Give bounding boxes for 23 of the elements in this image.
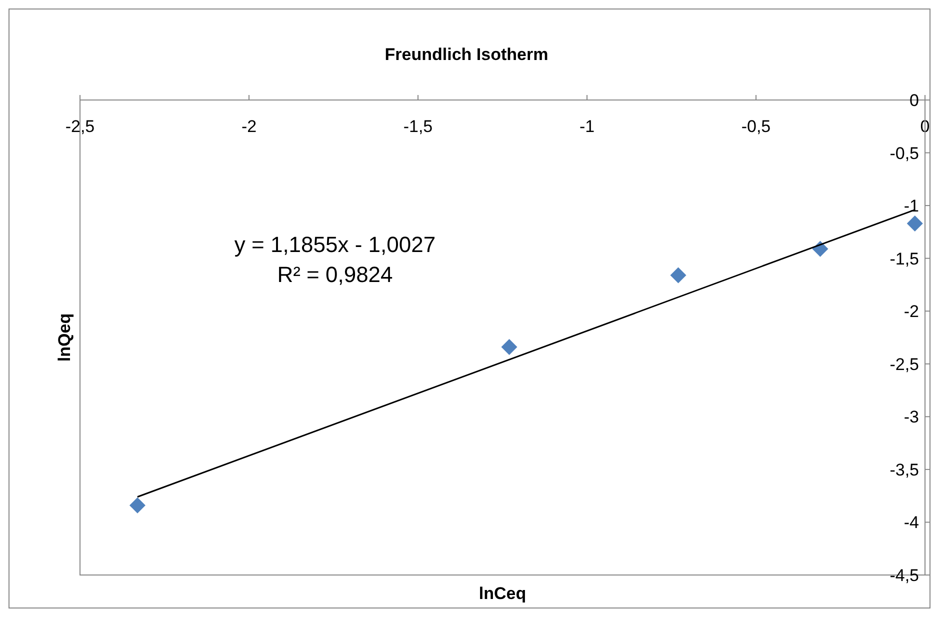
y-tick-label: -3 bbox=[904, 408, 919, 427]
y-axis-title: lnQeq bbox=[55, 313, 74, 362]
y-tick-label: -4 bbox=[904, 513, 919, 532]
annotation: R² = 0,9824 bbox=[277, 262, 393, 287]
annotation: y = 1,1855x - 1,0027 bbox=[234, 232, 436, 257]
y-tick-label: -2 bbox=[904, 302, 919, 322]
point bbox=[129, 497, 146, 514]
y-tick-label: -4,5 bbox=[890, 566, 919, 585]
x-tick-label: -2 bbox=[241, 117, 257, 136]
x-tick-label: -1,5 bbox=[403, 117, 433, 136]
x-tick-label: -2,5 bbox=[65, 117, 95, 136]
chart-title: Freundlich Isotherm bbox=[384, 45, 548, 64]
x-tick-label: -0,5 bbox=[741, 117, 771, 136]
point bbox=[906, 216, 923, 232]
point bbox=[501, 339, 518, 355]
y-tick-label: 0 bbox=[910, 91, 919, 110]
point bbox=[670, 267, 686, 284]
y-tick-label: -1,5 bbox=[890, 249, 919, 268]
y-tick-label: -0,5 bbox=[890, 144, 919, 163]
x-axis-title: lnCeq bbox=[478, 584, 526, 603]
y-tick-label: -3,5 bbox=[890, 460, 919, 480]
x-tick-label: -1 bbox=[579, 117, 595, 136]
y-tick-label: -2,5 bbox=[890, 354, 919, 374]
